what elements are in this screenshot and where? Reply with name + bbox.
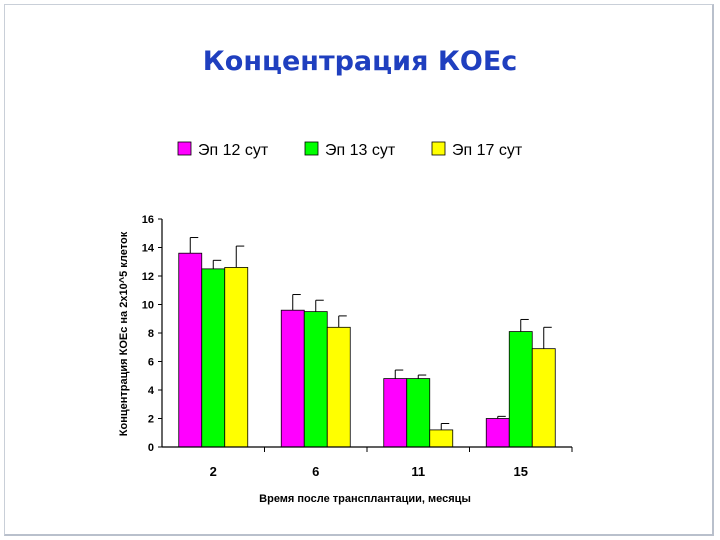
- x-axis-label: Время после трансплантации, месяцы: [259, 493, 471, 505]
- x-category-label: 2: [210, 464, 217, 479]
- legend: Эп 12 сут Эп 13 сут Эп 17 сут: [177, 141, 523, 159]
- bar: [280, 309, 305, 448]
- legend-swatch: [177, 141, 192, 156]
- legend-swatch: [304, 141, 319, 156]
- y-tick-label: 0: [148, 442, 154, 454]
- bar: [531, 348, 556, 448]
- slide-title: Концентрация КОЕс: [202, 46, 518, 77]
- bar: [383, 378, 408, 448]
- bar: [224, 267, 249, 448]
- legend-swatch: [431, 141, 446, 156]
- slide-frame: [4, 4, 714, 536]
- bar: [429, 429, 454, 448]
- y-tick-label: 2: [148, 414, 154, 426]
- y-tick-label: 6: [148, 357, 154, 369]
- bar: [201, 268, 226, 448]
- y-tick-label: 4: [148, 385, 155, 397]
- bar: [406, 378, 431, 448]
- y-tick-label: 8: [148, 328, 154, 340]
- y-tick-label: 12: [142, 271, 154, 283]
- bars-group: [178, 237, 556, 448]
- y-tick-label: 16: [142, 214, 154, 226]
- legend-label: Эп 17 сут: [452, 142, 523, 159]
- bar: [508, 331, 533, 448]
- x-category-label: 6: [312, 464, 319, 479]
- y-axis-label: Концентрация КОЕс на 2х10^5 клеток: [118, 231, 130, 436]
- x-category-label: 11: [411, 464, 425, 479]
- x-category-label: 15: [514, 464, 528, 479]
- bar: [178, 252, 203, 448]
- axes-group: 0 2 4 6 8 10 12 14 16 2 6 11 15: [142, 214, 573, 479]
- bar: [303, 311, 328, 448]
- bar: [485, 418, 510, 448]
- bar: [326, 326, 351, 448]
- legend-label: Эп 12 сут: [198, 142, 269, 159]
- y-tick-label: 14: [142, 243, 155, 255]
- y-tick-label: 10: [142, 300, 154, 312]
- legend-label: Эп 13 сут: [325, 142, 396, 159]
